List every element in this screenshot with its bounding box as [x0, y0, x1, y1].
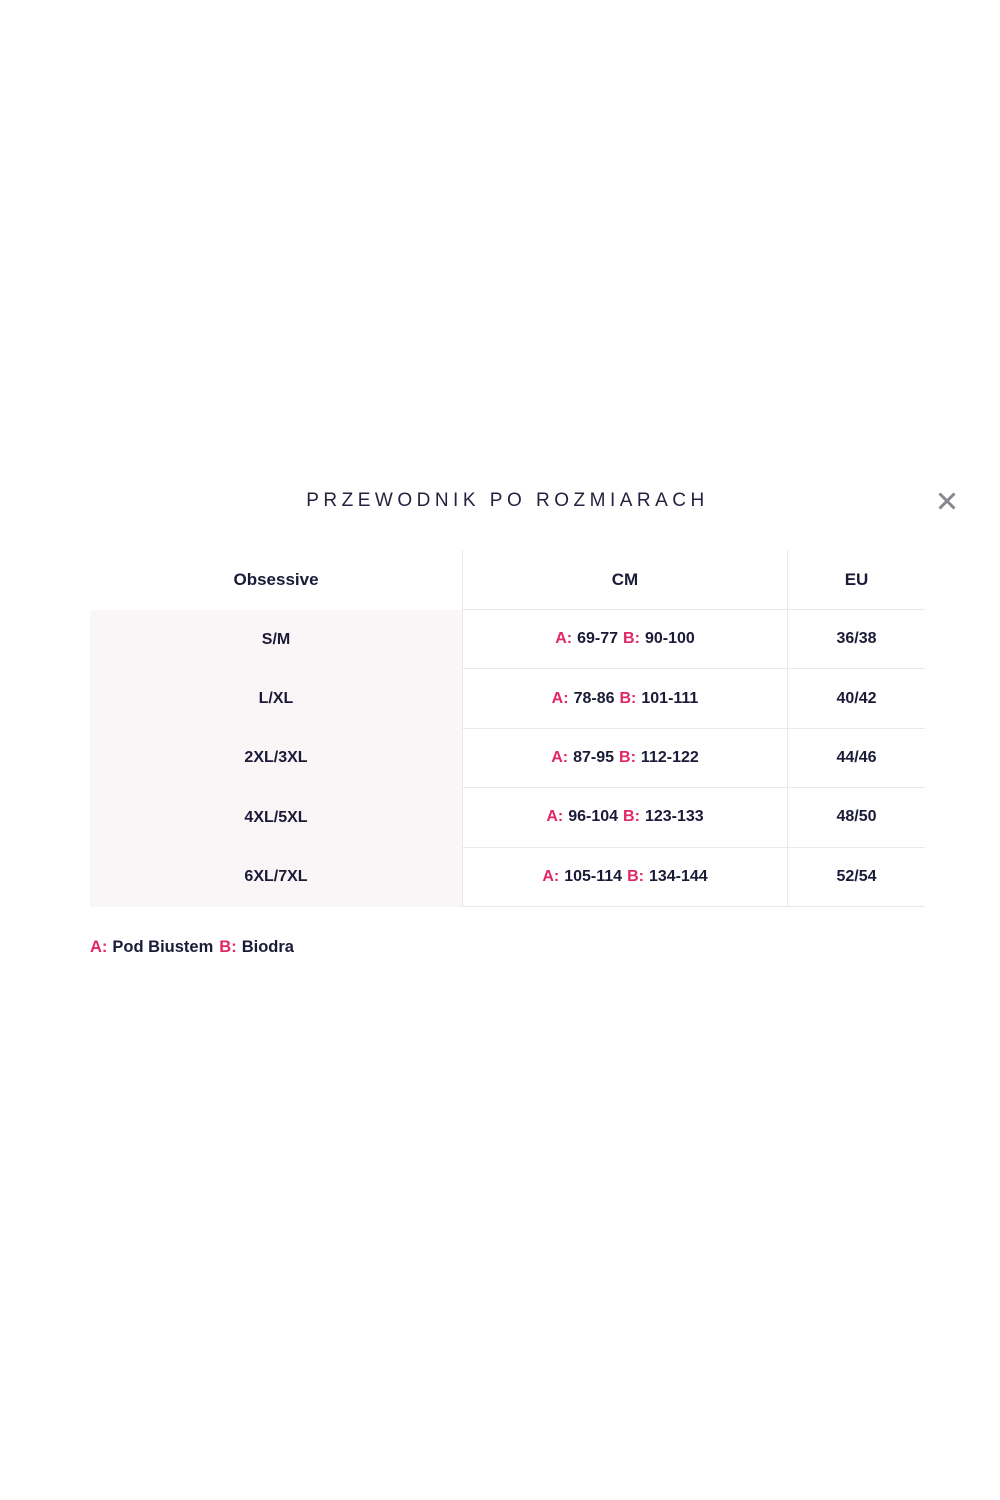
size-table: Obsessive CM EU S/M A: 69-77 B: 90-100 36/3… [90, 550, 925, 907]
size-table-body: S/M A: 69-77 B: 90-100 36/38 L/XL A: 78-86 B:… [90, 610, 925, 907]
measure-a-label: A: [551, 748, 569, 766]
measure-b-value: 90-100 [644, 630, 695, 648]
table-row: S/M A: 69-77 B: 90-100 36/38 [90, 610, 925, 670]
measure-b-label: B: [623, 808, 640, 826]
legend-b-text: Biodra [241, 938, 294, 956]
size-cell: 4XL/5XL [90, 788, 463, 848]
eu-cell: 52/54 [788, 848, 925, 907]
size-cell: L/XL [90, 669, 463, 729]
cm-cell: A: 105-114 B: 134-144 [463, 847, 788, 907]
cm-cell: A: 69-77 B: 90-100 [463, 610, 788, 670]
measure-b-label: B: [619, 748, 636, 766]
table-row: L/XL A: 78-86 B: 101-111 40/42 [90, 669, 925, 729]
header-row: Obsessive CM EU [90, 550, 925, 610]
column-header-eu: EU [788, 550, 925, 610]
close-icon [936, 490, 958, 512]
measure-a-value: 96-104 [568, 808, 619, 826]
measure-b-label: B: [623, 630, 640, 648]
page-title: PRZEWODNIK PO ROZMIARACH [306, 490, 709, 511]
measure-a-value: 78-86 [573, 689, 615, 707]
size-cell: 6XL/7XL [90, 847, 463, 907]
table-row: 6XL/7XL A: 105-114 B: 134-144 52/54 [90, 847, 925, 907]
measure-b-value: 123-133 [644, 808, 704, 826]
measure-b-label: B: [619, 689, 637, 707]
size-table-header: Obsessive CM EU [90, 550, 925, 610]
legend-b-label: B: [219, 938, 237, 956]
measure-b-label: B: [627, 867, 644, 885]
close-button[interactable] [931, 485, 963, 517]
column-header-obsessive: Obsessive [90, 550, 463, 610]
measure-a-label: A: [546, 808, 564, 826]
legend-a-label: A: [90, 938, 108, 956]
measure-a-value: 105-114 [564, 867, 623, 885]
legend-a-text: Pod Biustem [112, 938, 214, 956]
eu-cell: 44/46 [788, 729, 925, 789]
measure-a-label: A: [555, 630, 573, 648]
table-row: 2XL/3XL A: 87-95 B: 112-122 44/46 [90, 728, 925, 789]
eu-cell: 40/42 [788, 669, 925, 729]
measure-b-value: 112-122 [640, 748, 699, 766]
size-cell: S/M [90, 610, 463, 670]
table-row: 4XL/5XL A: 96-104 B: 123-133 48/50 [90, 788, 925, 848]
column-header-cm: CM [463, 550, 788, 610]
measure-a-label: A: [542, 867, 560, 885]
cm-cell: A: 96-104 B: 123-133 [463, 788, 788, 848]
measure-b-value: 134-144 [648, 867, 708, 885]
measure-a-value: 87-95 [573, 748, 615, 766]
measure-b-value: 101-111 [641, 689, 699, 707]
cm-cell: A: 87-95 B: 112-122 [463, 728, 788, 789]
cm-cell: A: 78-86 B: 101-111 [463, 669, 788, 729]
size-legend: A: Pod Biustem B: Biodra [90, 938, 294, 957]
eu-cell: 36/38 [788, 610, 925, 670]
eu-cell: 48/50 [788, 788, 925, 848]
measure-a-label: A: [551, 689, 569, 707]
size-cell: 2XL/3XL [90, 728, 463, 789]
measure-a-value: 69-77 [577, 630, 619, 648]
